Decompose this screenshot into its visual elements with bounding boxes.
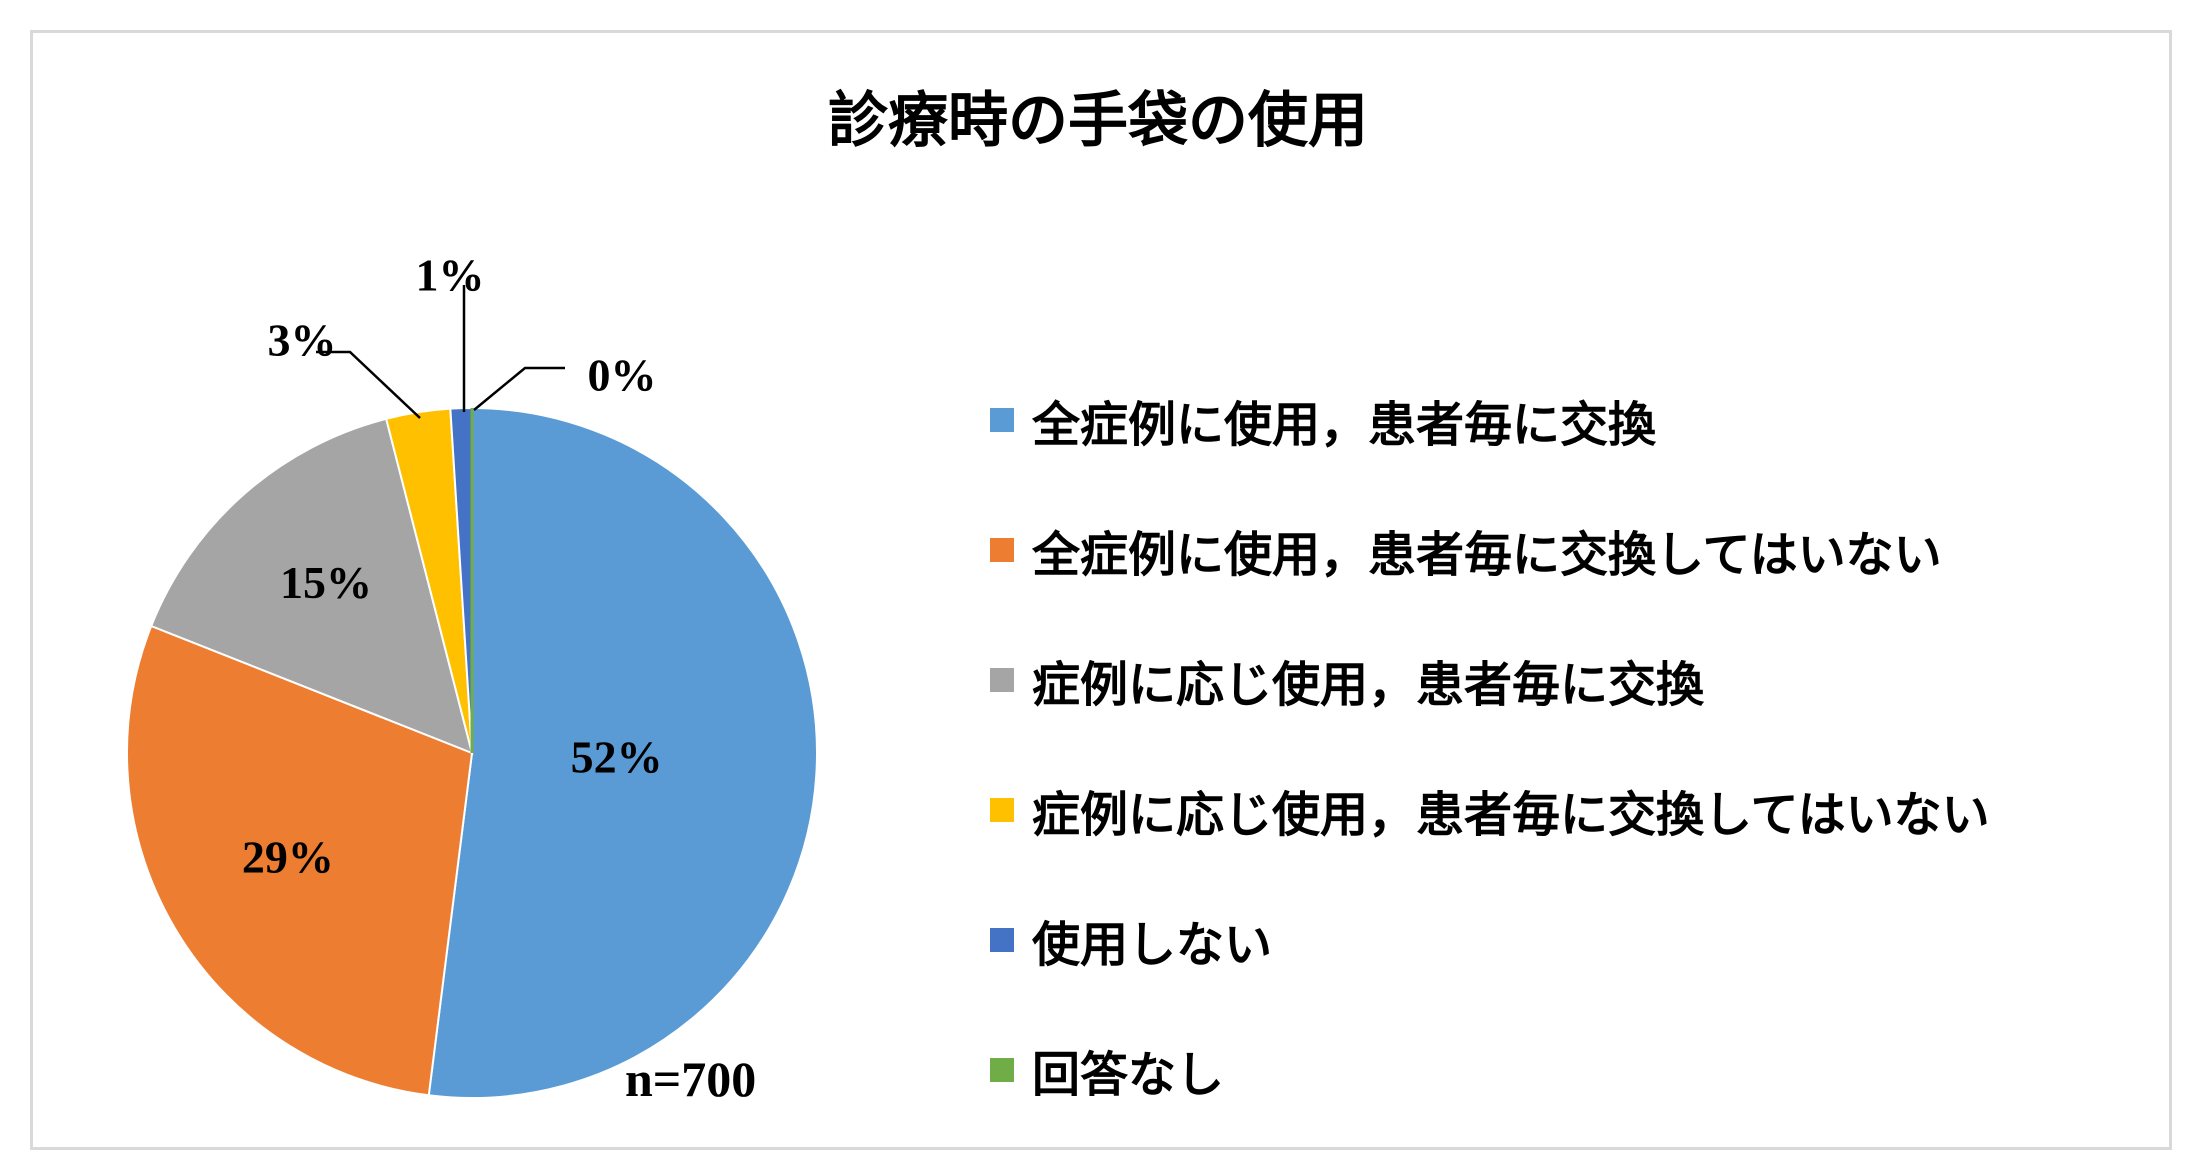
data-label-all-cases-replace: 52% (571, 732, 663, 783)
legend-swatch (990, 668, 1014, 692)
legend-item-case-based-replace: 症例に応じ使用，患者毎に交換 (990, 615, 2150, 745)
data-label-no-answer: 0% (588, 350, 657, 401)
legend-swatch (990, 798, 1014, 822)
legend-item-all-cases-no-replace: 全症例に使用，患者毎に交換してはいない (990, 485, 2150, 615)
legend-label: 症例に応じ使用，患者毎に交換 (1032, 657, 1705, 713)
legend-item-case-based-no-replace: 症例に応じ使用，患者毎に交換してはいない (990, 745, 2150, 875)
leader-line-no-answer (473, 366, 565, 411)
pie-slice-all-cases-replace (427, 406, 818, 1099)
legend-swatch (990, 928, 1014, 952)
legend-label: 全症例に使用，患者毎に交換 (1032, 397, 1657, 453)
pie-slice-all-cases-no-replace (126, 624, 474, 1097)
leader-line-case-based-no-replace (316, 350, 421, 419)
data-label-all-cases-no-replace: 29% (242, 831, 334, 882)
data-label-not-used: 1% (416, 250, 485, 301)
chart-title: 診療時の手袋の使用 (828, 86, 1368, 156)
pie-slice-case-based-replace (149, 417, 474, 755)
legend-swatch (990, 538, 1014, 562)
legend-swatch (990, 1058, 1014, 1082)
legend-label: 全症例に使用，患者毎に交換してはいない (1032, 527, 1942, 583)
legend-item-no-answer: 回答なし (990, 1005, 2150, 1135)
chart-legend: 全症例に使用，患者毎に交換全症例に使用，患者毎に交換してはいない 症例に応じ使用，… (990, 355, 2150, 1135)
legend-label: 回答なし (1032, 1047, 1225, 1103)
data-label-case-based-replace: 15% (280, 557, 372, 608)
legend-item-not-used: 使用しない (990, 875, 2150, 1005)
legend-label: 症例に応じ使用，患者毎に交換してはいない (1032, 787, 1990, 843)
sample-size-label: n=700 (625, 1051, 757, 1107)
legend-swatch (990, 408, 1014, 432)
legend-item-all-cases-replace: 全症例に使用，患者毎に交換 (990, 355, 2150, 485)
legend-label: 使用しない (1032, 917, 1273, 973)
data-label-case-based-no-replace: 3% (268, 315, 337, 366)
